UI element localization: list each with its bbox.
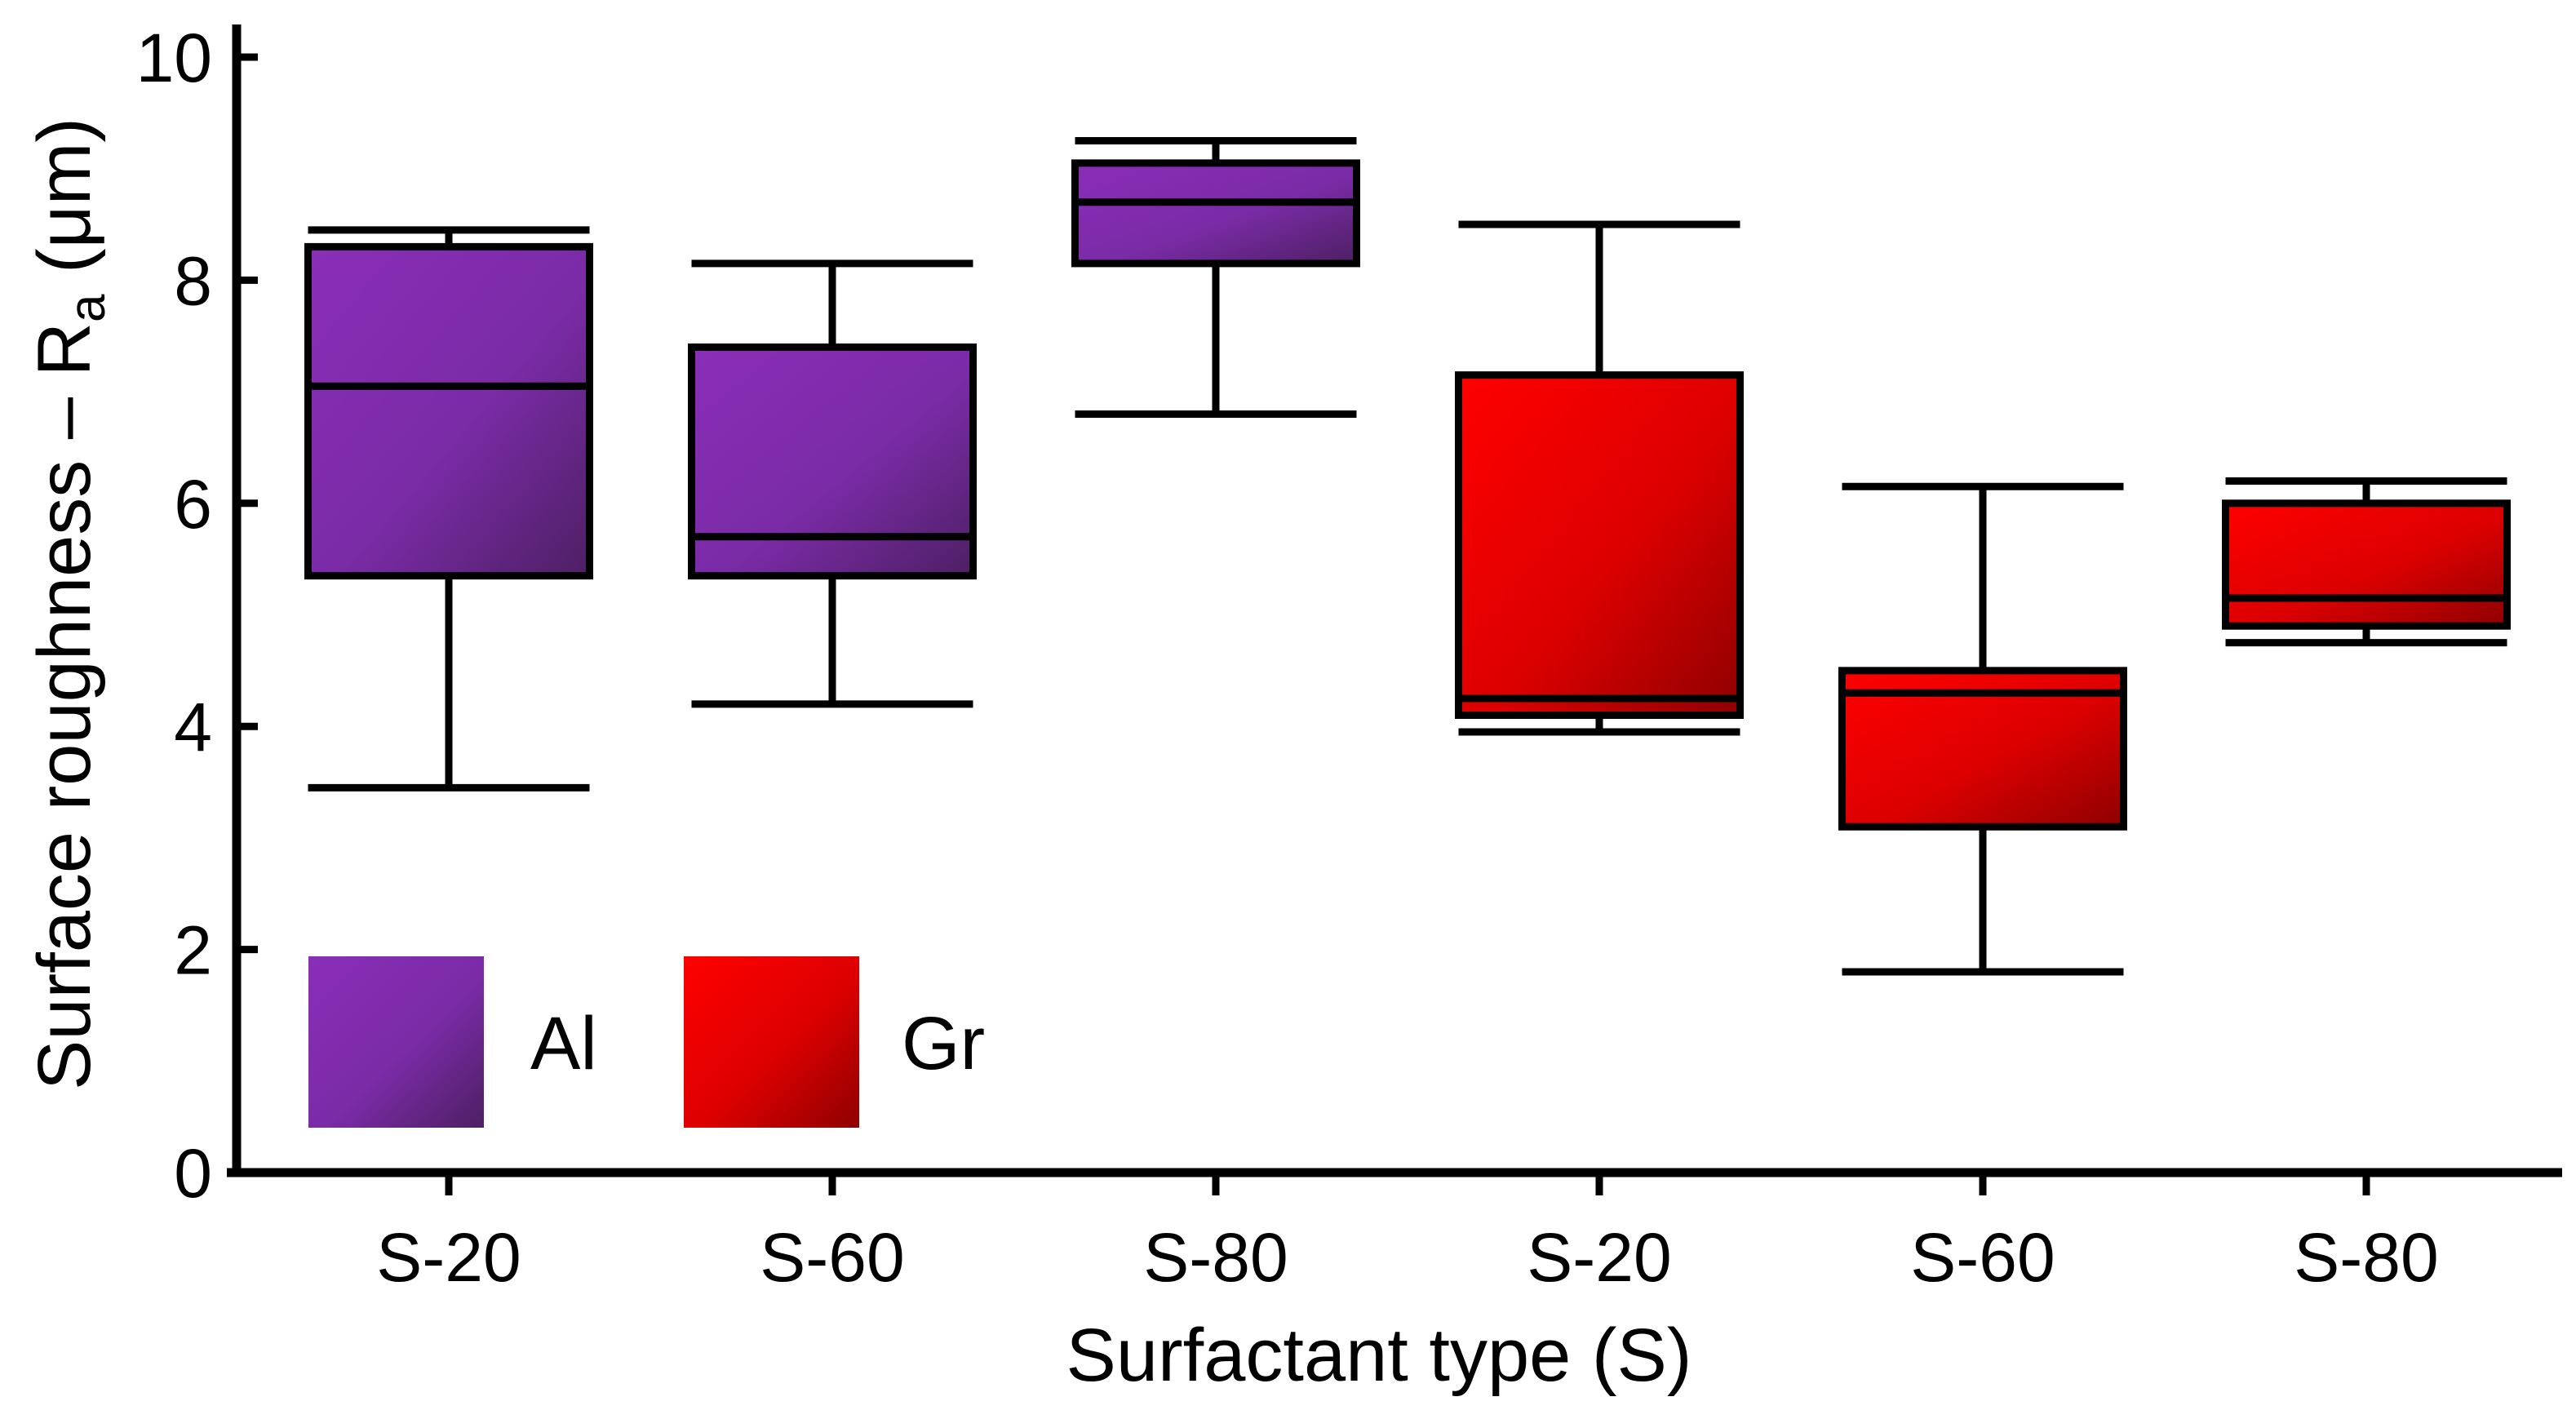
y-axis-title-subscript: a [60, 294, 116, 322]
legend-label-al: Al [530, 1002, 597, 1085]
box-al-s-60 [688, 259, 977, 708]
x-tick-label-0: S-20 [376, 1219, 521, 1296]
iqr-box [2222, 499, 2511, 630]
legend-label-gr: Gr [902, 1002, 985, 1085]
y-tick-label-0: 0 [174, 1135, 212, 1212]
box-gr-s-80 [2222, 477, 2511, 647]
x-tick-label-1: S-60 [760, 1219, 904, 1296]
ticks-layer: 0 2 4 6 8 10 S-20 S-60 S-80 S-20 S-60 S-80 [136, 20, 2439, 1296]
box-al-s-20 [304, 226, 593, 792]
y-axis-title: Surface roughness – Ra (μm) [23, 118, 116, 1090]
y-axis-title-main: Surface roughness – R [23, 322, 106, 1090]
legend: Al Gr [308, 956, 985, 1128]
legend-swatch-al [308, 956, 484, 1128]
boxes-layer [304, 137, 2511, 976]
x-tick-label-4: S-60 [1910, 1219, 2055, 1296]
y-tick-label-2: 2 [174, 912, 212, 989]
x-axis-title: Surfactant type (S) [1066, 1314, 1692, 1397]
y-tick-label-4: 4 [174, 689, 212, 765]
iqr-box [1071, 159, 1360, 268]
iqr-box [688, 343, 977, 580]
y-tick-label-6: 6 [174, 466, 212, 543]
y-tick-label-8: 8 [174, 242, 212, 319]
iqr-box [304, 242, 593, 580]
y-axis-title-unit: (μm) [23, 118, 106, 294]
iqr-box [1455, 371, 1744, 720]
x-tick-label-3: S-20 [1527, 1219, 1671, 1296]
box-al-s-80 [1071, 137, 1360, 418]
y-tick-label-10: 10 [136, 20, 212, 96]
legend-swatch-gr [684, 956, 859, 1128]
box-gr-s-60 [1838, 482, 2127, 976]
iqr-box [1838, 667, 2127, 831]
x-tick-label-5: S-80 [2294, 1219, 2438, 1296]
axes-layer [227, 24, 2562, 1177]
box-gr-s-20 [1455, 220, 1744, 736]
x-tick-label-2: S-80 [1143, 1219, 1288, 1296]
